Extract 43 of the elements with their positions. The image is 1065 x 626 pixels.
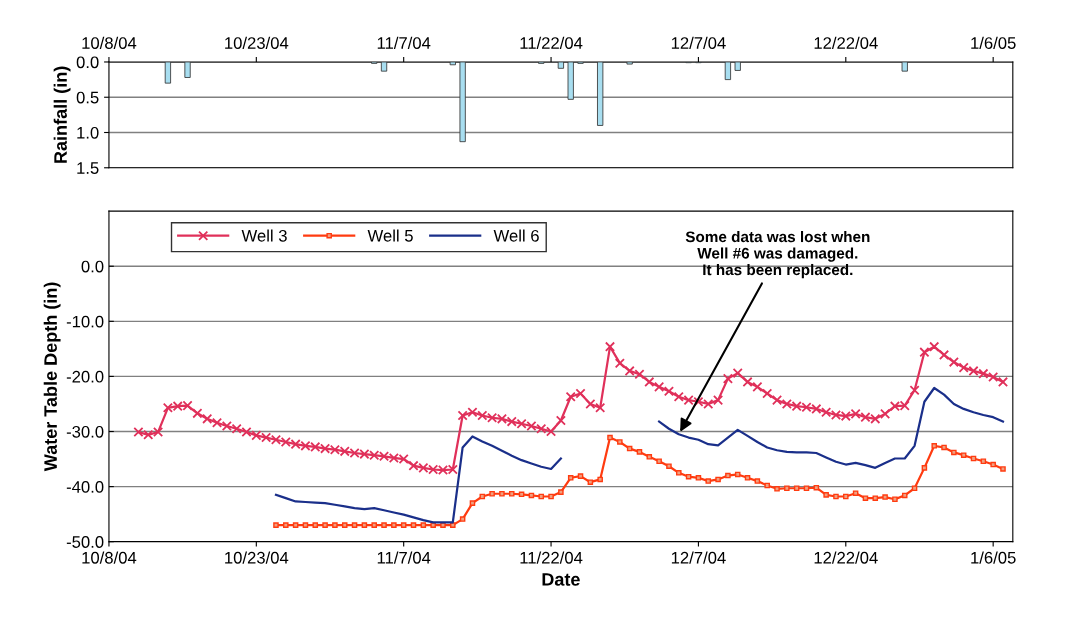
x-tick-label: 10/8/04 [82, 551, 137, 564]
bar [380, 61, 388, 72]
y-tick-label: 0.0 [81, 260, 104, 273]
x-tick-label: 11/7/04 [377, 551, 431, 564]
y-tick-label: 1.5 [77, 162, 99, 174]
bar [184, 61, 191, 78]
y-tick-label: -10.0 [66, 315, 104, 328]
legend-label: Well 3 [241, 229, 287, 242]
bar [597, 61, 604, 126]
bar [734, 61, 741, 71]
x-tick-label: 10/8/04 [82, 36, 137, 49]
x-tick-label: 10/23/04 [225, 551, 289, 564]
y-tick-label: 0.5 [76, 91, 99, 104]
bar [557, 61, 564, 69]
x-tick-label: 12/7/04 [671, 36, 726, 49]
bar [449, 61, 456, 66]
x-tick-label: 11/7/04 [377, 36, 431, 49]
bar [901, 61, 908, 72]
y-tick-label: -50.0 [66, 536, 104, 548]
bar [567, 61, 574, 100]
legend-label: Well 5 [367, 229, 413, 242]
x-tick-label: 11/22/04 [520, 36, 583, 49]
y-axis-title: Water Table Depth (in) [43, 282, 61, 472]
y-tick-label: 1.0 [77, 126, 99, 139]
y-tick-label: -20.0 [66, 370, 104, 383]
y-tick-label: -40.0 [66, 480, 104, 493]
annotation: Some data was lost when Well #6 was damaged. It has been replaced. [685, 230, 870, 279]
y-tick-label: -30.0 [66, 425, 104, 438]
legend-label: Well 6 [493, 229, 539, 242]
x-tick-label: 12/22/04 [814, 36, 878, 49]
x-tick-label: 10/23/04 [225, 36, 289, 49]
bar [626, 61, 633, 65]
x-tick-label: 11/22/04 [520, 551, 583, 564]
y-tick-label: 0.0 [76, 56, 99, 69]
bar [459, 61, 466, 143]
x-axis-title: Date [542, 573, 580, 586]
bar [164, 61, 172, 84]
bar [724, 61, 732, 81]
x-tick-label: 1/6/05 [971, 36, 1016, 49]
x-tick-label: 12/7/04 [671, 551, 726, 564]
x-tick-label: 1/6/05 [971, 551, 1016, 564]
x-tick-label: 12/22/04 [814, 551, 878, 564]
y-axis-title: Rainfall (in) [53, 66, 71, 163]
